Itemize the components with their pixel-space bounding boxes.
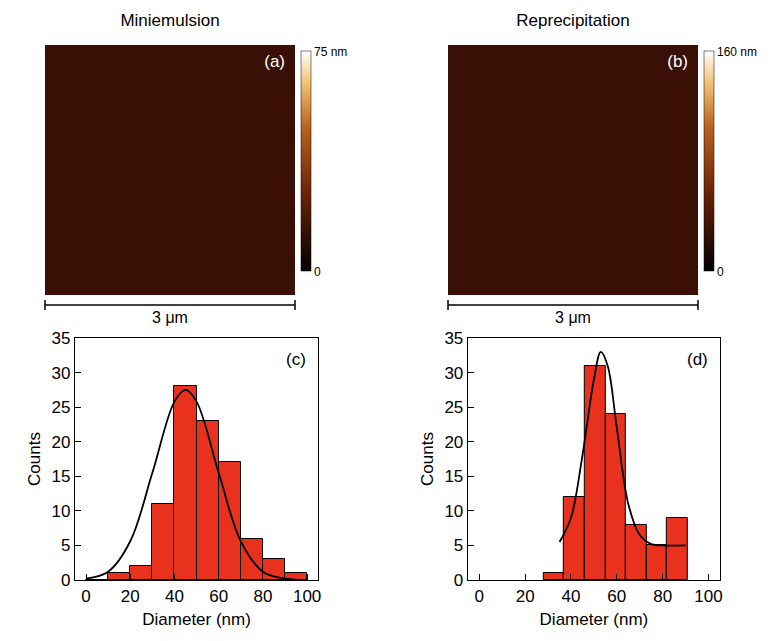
svg-text:5: 5: [454, 536, 463, 555]
svg-text:100: 100: [694, 587, 722, 606]
svg-text:(c): (c): [286, 350, 306, 369]
svg-text:35: 35: [52, 329, 71, 348]
svg-text:15: 15: [52, 467, 71, 486]
svg-text:25: 25: [52, 398, 71, 417]
svg-text:Counts: Counts: [25, 432, 44, 486]
svg-text:Miniemulsion: Miniemulsion: [120, 11, 219, 30]
svg-text:5: 5: [61, 536, 70, 555]
svg-text:20: 20: [52, 433, 71, 452]
svg-text:(b): (b): [667, 52, 688, 71]
svg-text:25: 25: [444, 398, 463, 417]
svg-text:40: 40: [165, 587, 184, 606]
svg-text:75 nm: 75 nm: [314, 45, 347, 59]
svg-text:0: 0: [717, 265, 724, 279]
svg-text:60: 60: [607, 587, 626, 606]
svg-text:0: 0: [61, 571, 70, 590]
svg-text:Counts: Counts: [418, 432, 437, 486]
svg-text:Reprecipitation: Reprecipitation: [516, 11, 629, 30]
svg-text:0: 0: [314, 265, 321, 279]
svg-text:80: 80: [653, 587, 672, 606]
svg-text:3 μm: 3 μm: [152, 309, 188, 326]
svg-text:0: 0: [475, 587, 484, 606]
svg-text:3 μm: 3 μm: [555, 309, 591, 326]
svg-text:(a): (a): [264, 52, 285, 71]
svg-text:Diameter (nm): Diameter (nm): [142, 610, 251, 629]
svg-text:20: 20: [444, 433, 463, 452]
svg-text:0: 0: [454, 571, 463, 590]
svg-text:80: 80: [253, 587, 272, 606]
svg-text:35: 35: [444, 329, 463, 348]
svg-text:10: 10: [52, 502, 71, 521]
svg-text:30: 30: [444, 364, 463, 383]
svg-text:160 nm: 160 nm: [717, 45, 757, 59]
svg-text:20: 20: [516, 587, 535, 606]
svg-text:20: 20: [121, 587, 140, 606]
svg-text:(d): (d): [687, 350, 708, 369]
svg-text:100: 100: [293, 587, 321, 606]
svg-text:60: 60: [209, 587, 228, 606]
svg-text:Diameter (nm): Diameter (nm): [540, 610, 649, 629]
svg-text:40: 40: [562, 587, 581, 606]
svg-text:10: 10: [444, 502, 463, 521]
svg-text:30: 30: [52, 364, 71, 383]
svg-text:15: 15: [444, 467, 463, 486]
svg-text:0: 0: [81, 587, 90, 606]
